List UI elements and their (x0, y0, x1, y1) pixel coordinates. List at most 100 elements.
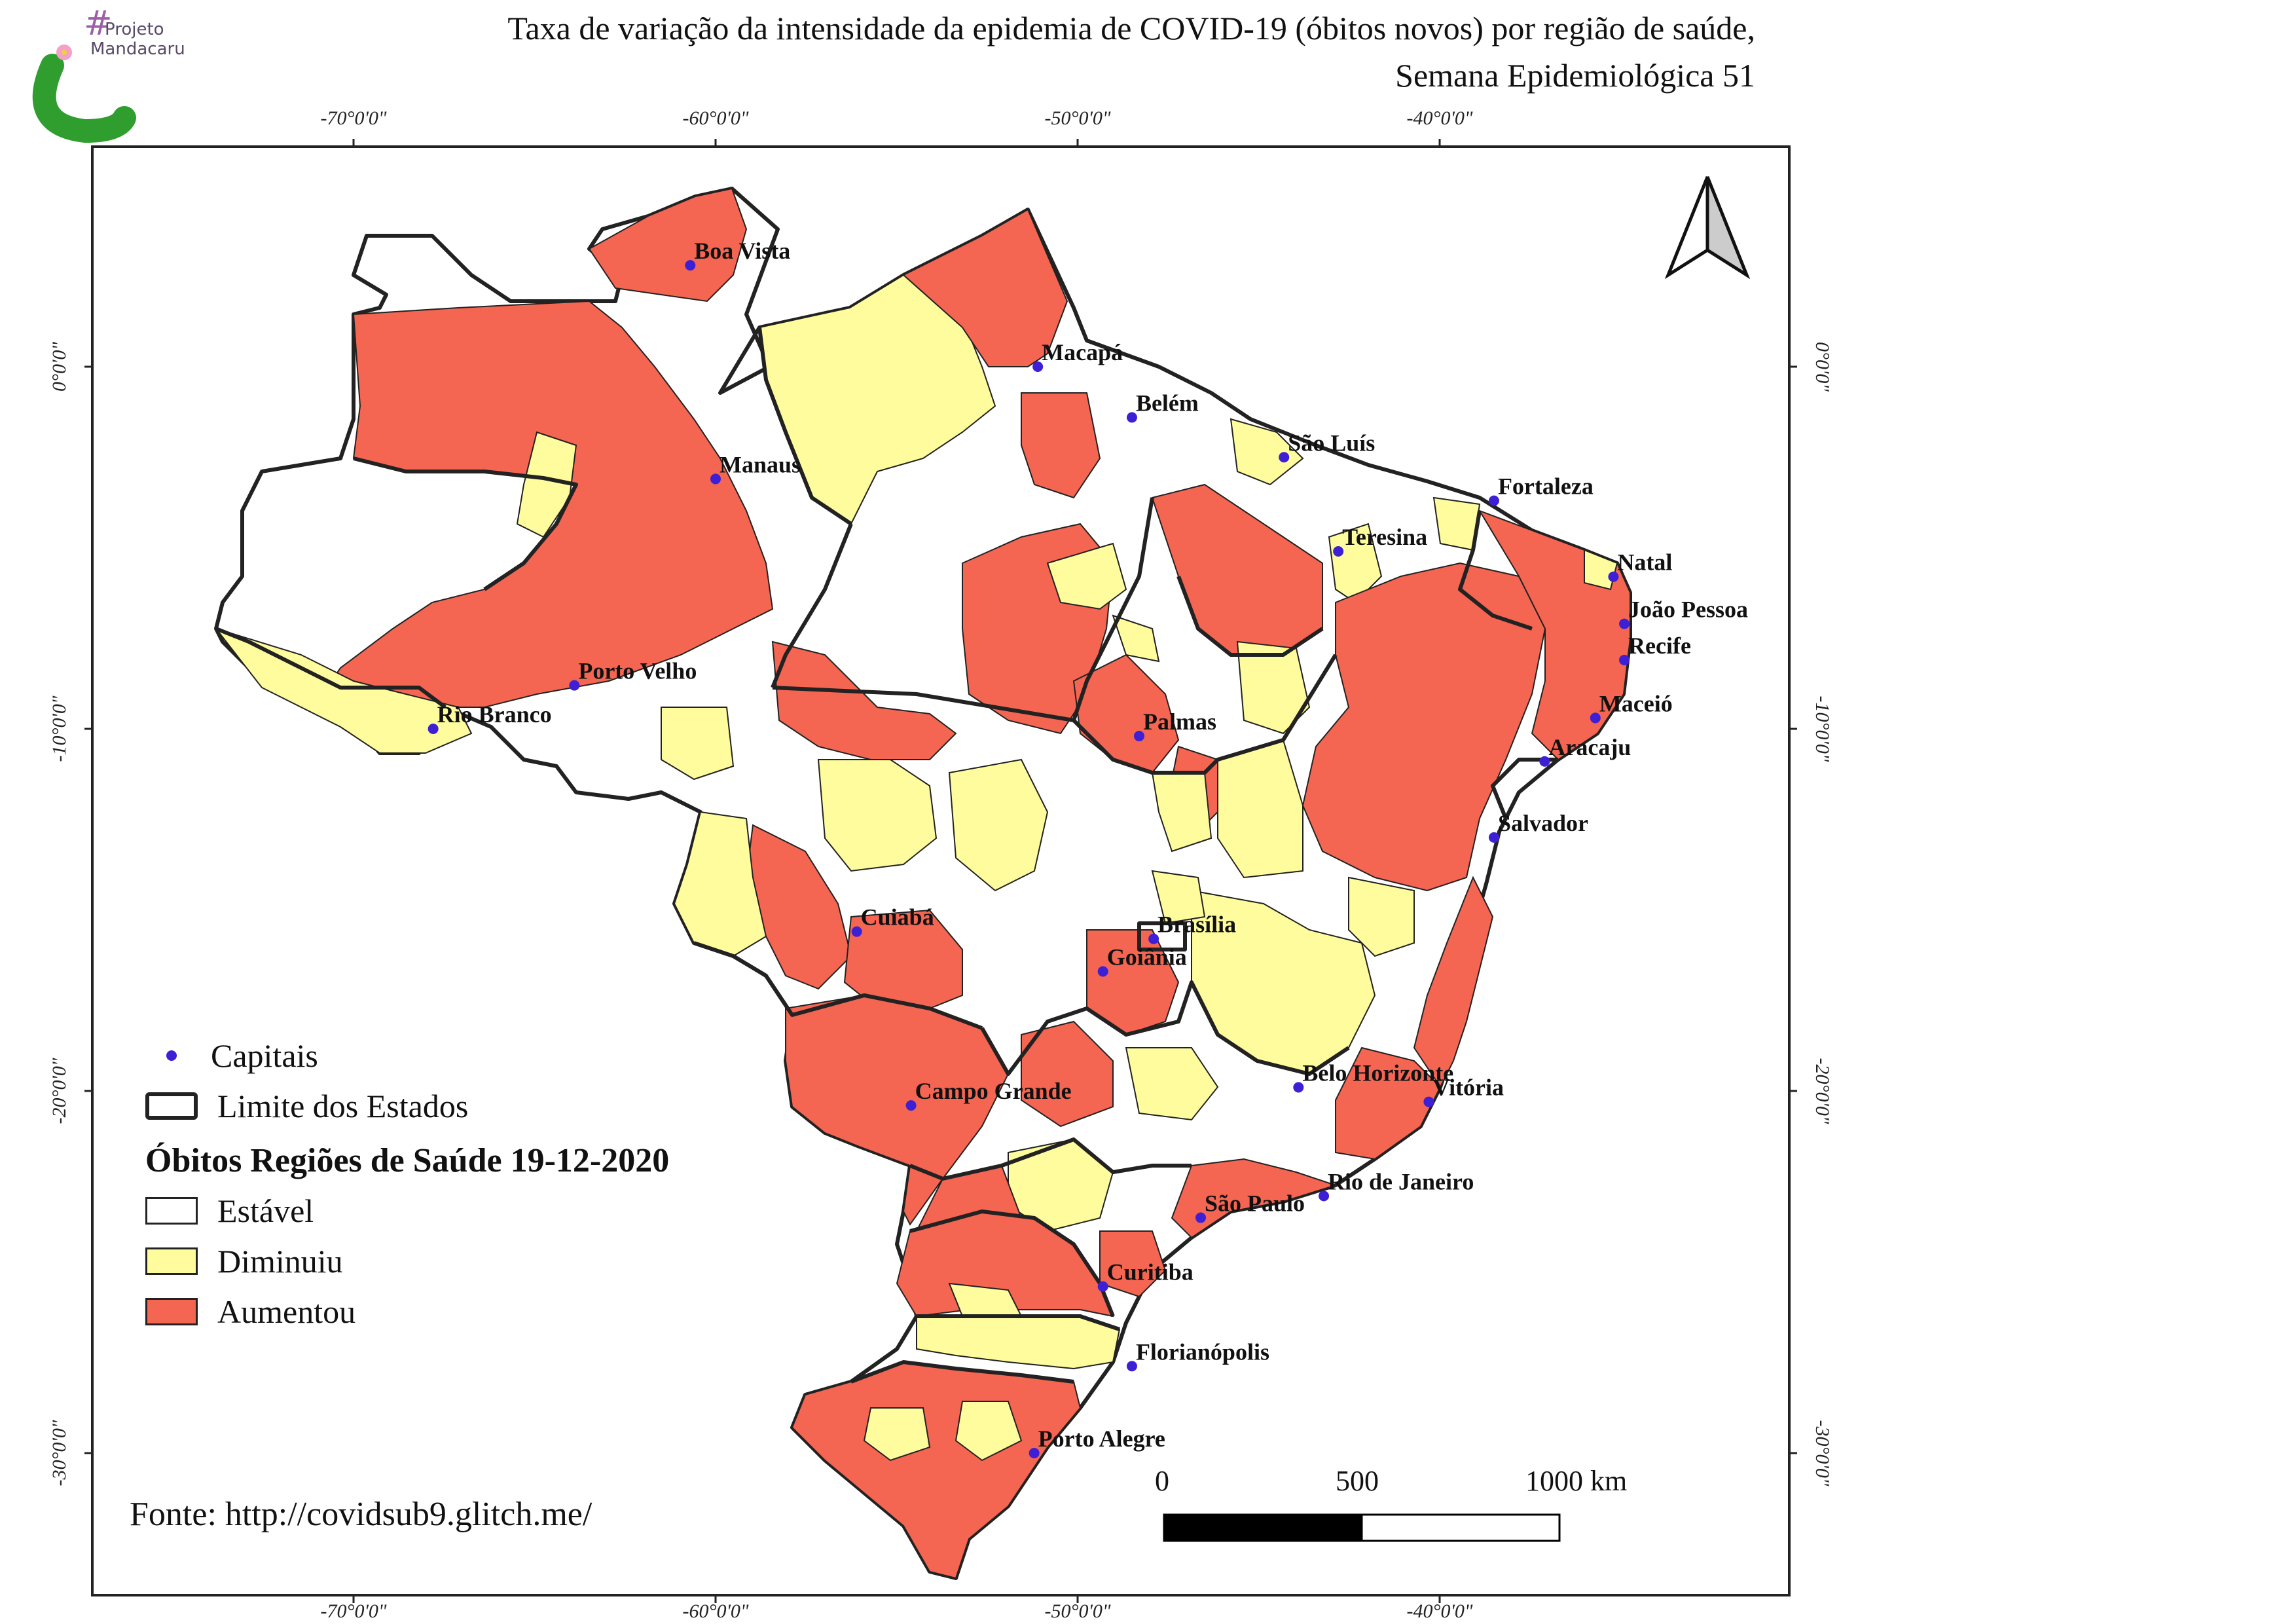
latitude-label: -20°0'0" (1812, 1058, 1833, 1124)
logo-hash: # (84, 4, 113, 43)
legend-capitals: Capitais (145, 1037, 318, 1075)
map-subtitle: Semana Epidemiológica 51 (1395, 57, 1755, 94)
legend-class-label: Diminuiu (217, 1243, 343, 1280)
capital-point (1148, 933, 1159, 944)
region-diminuiu (1112, 614, 1160, 663)
source-text: Fonte: http://covidsub9.glitch.me/ (130, 1496, 592, 1533)
region-aumentou (1302, 562, 1546, 892)
capital-point (1590, 712, 1601, 724)
capital-label: Curitiba (1107, 1259, 1194, 1285)
north-arrow-icon (1664, 176, 1751, 280)
capital-label: Maceió (1599, 690, 1673, 716)
capital-point (1097, 1281, 1108, 1292)
capital-label: Rio de Janeiro (1328, 1168, 1474, 1194)
latitude-label: -20°0'0" (48, 1058, 70, 1124)
capital-label: Brasília (1157, 912, 1236, 938)
region-aumentou (1021, 392, 1101, 499)
region-diminuiu (661, 707, 735, 781)
capital-point (905, 1100, 917, 1111)
legend-class-label: Estável (217, 1192, 314, 1229)
capital-point (1319, 1190, 1330, 1202)
latitude-label: 0°0'0" (48, 342, 70, 392)
capital-point (1619, 618, 1630, 629)
capital-label: Teresina (1342, 524, 1427, 550)
region-aumentou (771, 640, 957, 760)
capital-dot-icon (166, 1050, 177, 1061)
longitude-label: -40°0'0" (1406, 1600, 1472, 1622)
longitude-label: -70°0'0" (320, 107, 386, 129)
capital-label: Aracaju (1548, 734, 1631, 760)
capital-point (1126, 412, 1137, 423)
capital-label: Porto Velho (578, 658, 697, 684)
capital-label: Fortaleza (1498, 473, 1594, 500)
capital-point (1293, 1082, 1304, 1093)
capital-point (1279, 452, 1290, 463)
longitude-label: -70°0'0" (320, 1600, 386, 1622)
capital-label: Porto Alegre (1038, 1426, 1165, 1452)
logo-line1: Projeto (105, 20, 164, 39)
capital-label: Belo Horizonte (1302, 1060, 1453, 1086)
scale-label-1000: 1000 km (1525, 1465, 1628, 1497)
capital-label: Salvador (1498, 810, 1588, 836)
capital-point (1423, 1096, 1434, 1107)
capital-label: Palmas (1143, 709, 1216, 735)
legend-state-limits-label: Limite dos Estados (217, 1088, 469, 1124)
graticule: -70°0'0" -70°0'0" -60°0'0" -60°0'0" -50°0'0"… (48, 107, 1833, 1622)
capital-point (1126, 1361, 1137, 1372)
legend-state-limits: Limite dos Estados (145, 1087, 468, 1125)
capital-label: Rio Branco (437, 701, 552, 728)
diminuiu-swatch (145, 1247, 198, 1275)
capital-label: Vitória (1432, 1075, 1504, 1101)
capitals-layer: Boa Vista Macapá Belém São Luís Manaus Fortal… (428, 238, 1748, 1458)
latitude-label: -30°0'0" (1812, 1420, 1833, 1486)
capital-label: Goiânia (1107, 944, 1187, 970)
scale-label-500: 500 (1336, 1465, 1379, 1497)
legend-heading: Óbitos Regiões de Saúde 19-12-2020 (145, 1142, 670, 1179)
capital-label: Belém (1136, 390, 1199, 416)
capital-label: Cuiabá (861, 904, 934, 931)
region-diminuiu (1584, 549, 1618, 591)
region-aumentou (1335, 1046, 1442, 1160)
region-aumentou (1072, 654, 1180, 774)
region-aumentou (902, 208, 1068, 367)
capital-point (569, 680, 580, 691)
capital-point (1619, 654, 1630, 665)
map-title: Taxa de variação da intensidade da epide… (507, 10, 1755, 46)
region-aumentou (1099, 1230, 1167, 1298)
capital-point (1488, 832, 1499, 843)
legend-class-diminuiu: Diminuiu (145, 1242, 343, 1280)
estavel-swatch (145, 1197, 198, 1225)
capital-point (1134, 731, 1145, 742)
latitude-label: 0°0'0" (1812, 342, 1833, 392)
scale-bar (1163, 1513, 1561, 1542)
legend-capitals-label: Capitais (211, 1037, 318, 1074)
region-aumentou (843, 909, 963, 1009)
longitude-label: -50°0'0" (1044, 107, 1110, 129)
capital-label: Boa Vista (694, 238, 790, 264)
latitude-label: -10°0'0" (1812, 695, 1833, 762)
region-aumentou (1171, 1158, 1338, 1239)
capital-label: Natal (1617, 549, 1672, 576)
capital-point (1032, 361, 1044, 372)
region-aumentou (1413, 876, 1494, 1088)
capital-point (1097, 966, 1108, 977)
aumentou-swatch (145, 1298, 198, 1325)
capital-point (685, 260, 696, 271)
longitude-label: -40°0'0" (1406, 107, 1472, 129)
latitude-label: -10°0'0" (48, 695, 70, 762)
region-aumentou (588, 187, 748, 303)
region-diminuiu (1348, 876, 1415, 957)
scale-label-0: 0 (1155, 1465, 1169, 1497)
region-diminuiu (1230, 418, 1304, 486)
capital-label: Florianópolis (1136, 1338, 1269, 1365)
legend-class-label: Aumentou (217, 1293, 356, 1330)
longitude-label: -60°0'0" (682, 107, 748, 129)
region-aumentou (1021, 1020, 1114, 1128)
capital-label: Recife (1628, 633, 1691, 659)
health-regions (214, 187, 1631, 1579)
capital-point (851, 926, 862, 937)
capital-point (428, 724, 439, 734)
capital-label: São Luís (1288, 430, 1375, 456)
legend-class-aumentou: Aumentou (145, 1293, 355, 1331)
